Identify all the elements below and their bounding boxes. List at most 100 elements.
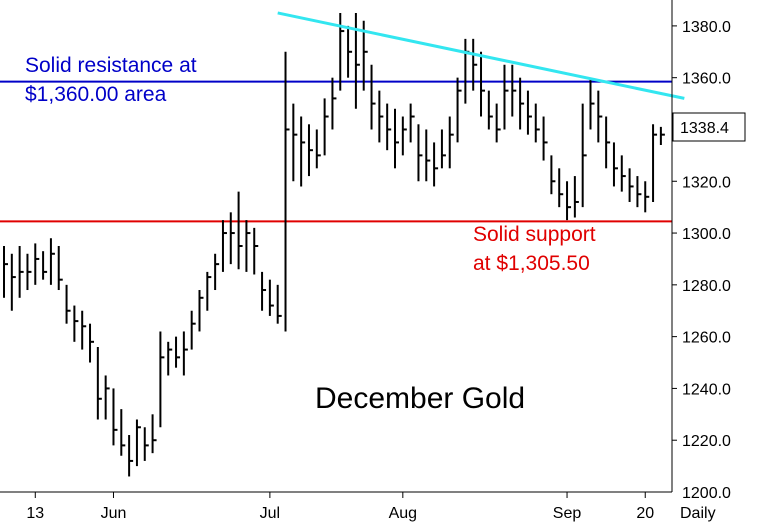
y-tick-label: 1320.0 — [682, 174, 731, 191]
price-bar — [81, 310, 87, 350]
price-bar — [659, 126, 665, 146]
price-bar — [26, 253, 32, 291]
price-bar — [409, 103, 415, 143]
price-bar — [221, 220, 227, 272]
price-bar — [167, 341, 173, 376]
chart-title: December Gold — [315, 382, 525, 415]
price-bar — [73, 305, 79, 342]
y-tick-label: 1360.0 — [682, 71, 731, 88]
x-tick-label: Aug — [389, 505, 417, 522]
price-bar — [237, 191, 243, 270]
y-tick-label: 1220.0 — [682, 433, 731, 450]
price-bar — [597, 90, 603, 143]
price-bar — [323, 98, 329, 156]
price-bar — [487, 90, 493, 130]
price-bar — [519, 77, 525, 130]
price-bar — [456, 77, 462, 143]
price-bar — [628, 168, 634, 202]
resistance-annotation-line-1: Solid resistance at — [25, 54, 197, 77]
price-bar — [112, 388, 118, 446]
price-bar — [566, 181, 572, 221]
price-bar — [558, 168, 564, 208]
price-bar — [370, 64, 376, 130]
price-bar — [620, 155, 626, 192]
x-axis: 13 Jun Jul Aug Sep 20 — [26, 492, 654, 522]
price-bar — [18, 246, 24, 298]
price-bar — [190, 310, 196, 350]
price-bar — [57, 246, 63, 291]
x-tick-label: Jul — [260, 505, 280, 522]
price-bar — [159, 331, 165, 428]
y-tick-label: 1200.0 — [682, 485, 731, 502]
price-bar — [10, 253, 16, 311]
price-bar — [214, 253, 220, 291]
price-bar — [378, 90, 384, 143]
x-tick-label: 20 — [636, 505, 654, 522]
price-bar — [401, 116, 407, 156]
y-tick-label: 1380.0 — [682, 19, 731, 36]
price-bar — [511, 64, 517, 117]
price-bar — [636, 176, 642, 208]
last-price-label: 1338.4 — [680, 120, 729, 137]
price-bar — [3, 246, 8, 298]
price-bar — [573, 176, 579, 218]
price-bar — [96, 346, 102, 420]
price-bar — [229, 212, 235, 265]
price-bar — [472, 38, 478, 91]
price-bar — [386, 103, 392, 151]
price-bar — [480, 51, 486, 117]
support-annotation-line-2: at $1,305.50 — [473, 252, 590, 275]
reference-lines — [0, 80, 672, 223]
price-bar — [589, 77, 595, 130]
price-bar — [128, 435, 134, 477]
price-bar — [276, 284, 282, 324]
price-bar — [394, 108, 399, 169]
price-bar — [104, 375, 110, 420]
price-bar — [417, 124, 423, 182]
price-bar — [182, 331, 188, 376]
price-bar — [120, 409, 126, 456]
x-tick-label: 13 — [26, 505, 44, 522]
price-bars — [3, 12, 665, 477]
x-tick-label: Sep — [553, 505, 582, 522]
price-bar — [526, 90, 532, 135]
price-bar — [175, 336, 181, 368]
price-bar — [300, 116, 306, 187]
price-bar — [135, 419, 141, 467]
price-bar — [550, 155, 556, 195]
trendline — [277, 11, 685, 100]
price-bar — [34, 243, 40, 285]
price-bar — [315, 129, 321, 169]
price-bar — [448, 116, 454, 169]
price-bar — [612, 142, 618, 187]
price-bar — [268, 279, 274, 316]
price-bar — [331, 77, 337, 130]
y-tick-label: 1260.0 — [682, 330, 731, 347]
last-price-box — [672, 112, 746, 142]
price-bar — [245, 220, 251, 272]
price-bar — [198, 290, 204, 332]
y-tick-label: 1300.0 — [682, 226, 731, 243]
price-bar — [49, 238, 55, 285]
price-bar — [433, 142, 439, 187]
y-tick-label: 1280.0 — [682, 278, 731, 295]
price-bar — [534, 103, 540, 143]
price-bar — [440, 129, 446, 169]
price-bar — [581, 103, 587, 208]
price-bar — [284, 51, 290, 332]
price-bar — [495, 103, 501, 143]
price-bar — [644, 181, 650, 213]
frequency-label: Daily — [680, 505, 716, 522]
trendline-group — [277, 11, 685, 100]
price-bar — [65, 284, 71, 324]
price-bar — [89, 323, 95, 363]
price-bar — [652, 124, 658, 202]
x-tick-label: Jun — [101, 505, 127, 522]
price-bar — [542, 116, 548, 161]
price-bar — [261, 271, 267, 311]
price-bar — [307, 124, 313, 177]
price-bar — [347, 25, 353, 78]
price-bar — [42, 251, 48, 280]
